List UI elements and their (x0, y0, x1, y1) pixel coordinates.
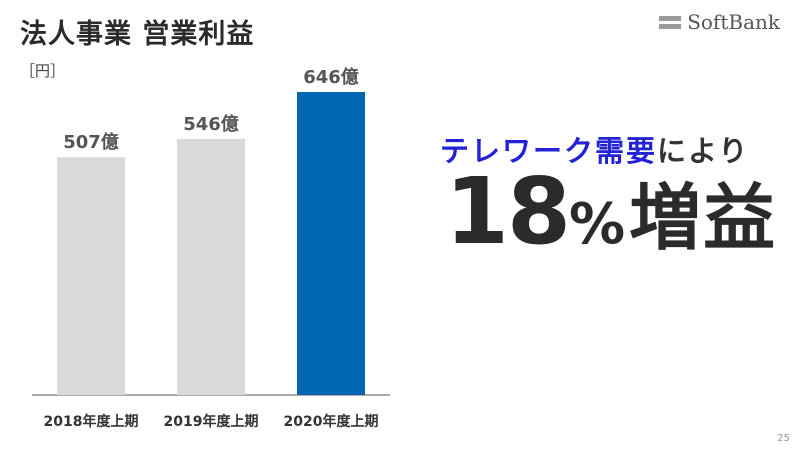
growth-text: 増益 (629, 176, 778, 260)
bar (57, 157, 125, 395)
x-tick-label: 2018年度上期 (44, 413, 139, 430)
page-title: 法人事業 営業利益 (20, 19, 255, 50)
bar (177, 138, 245, 395)
page-number: 25 (777, 433, 790, 444)
growth-statement: 18 % 増益 (445, 158, 777, 265)
unit-label: ［円］ (20, 62, 66, 80)
data-label: 546億 (183, 113, 239, 135)
softbank-logo: SoftBank (659, 10, 780, 34)
headline-rest: により (657, 134, 750, 168)
x-tick-label: 2019年度上期 (164, 413, 259, 430)
bar (297, 92, 365, 395)
x-tick-label: 2020年度上期 (284, 413, 379, 430)
headline-highlight: テレワーク需要 (440, 134, 658, 168)
bar-chart: 507億 2018年度上期 546億 2019年度上期 646億 2020年度上期 (32, 66, 390, 430)
growth-number: 18 (445, 158, 571, 265)
logo-text: SoftBank (687, 10, 780, 34)
softbank-logo-icon (659, 15, 682, 29)
data-label: 646億 (303, 66, 359, 88)
growth-percent: % (569, 192, 626, 257)
headline: テレワーク需要により (440, 128, 749, 170)
data-label: 507億 (63, 131, 119, 153)
